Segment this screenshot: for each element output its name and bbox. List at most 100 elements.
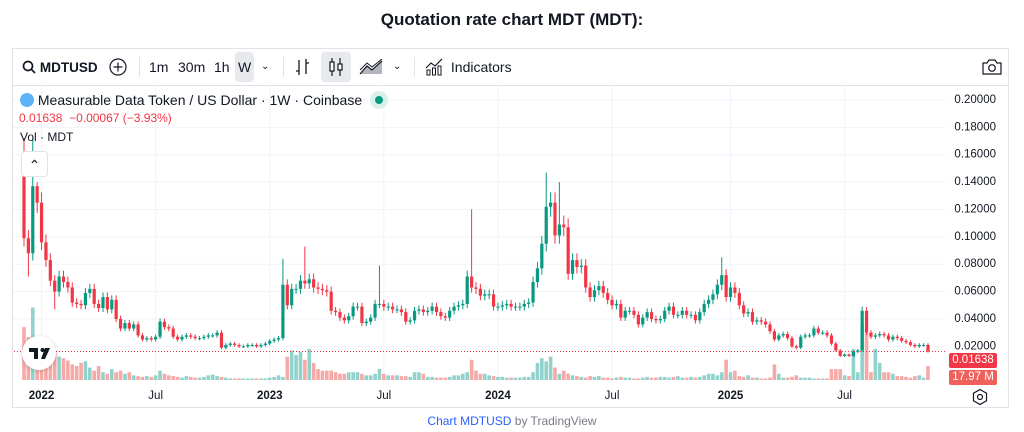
candle bbox=[588, 282, 592, 302]
volume-bar bbox=[873, 348, 878, 380]
volume-bar bbox=[338, 373, 342, 380]
candle bbox=[755, 317, 759, 325]
volume-bar bbox=[891, 373, 895, 380]
chart-link[interactable]: Chart MDTUSD bbox=[427, 414, 512, 428]
market-status-icon[interactable] bbox=[370, 91, 388, 109]
volume-bar bbox=[496, 376, 500, 380]
volume-bar bbox=[583, 377, 588, 380]
candle-body bbox=[430, 306, 434, 311]
candle bbox=[456, 301, 461, 311]
candle-body bbox=[434, 306, 439, 313]
y-tick-label: 0.14000 bbox=[954, 176, 996, 188]
compare-button[interactable] bbox=[109, 49, 127, 85]
candle-body bbox=[491, 294, 496, 307]
volume-bar bbox=[728, 372, 733, 380]
interval-1m[interactable]: 1m bbox=[149, 59, 169, 75]
candle-body bbox=[584, 265, 588, 288]
volume-bar bbox=[145, 376, 149, 380]
divider bbox=[414, 57, 415, 77]
last-price-label: 0.01638 bbox=[949, 353, 997, 368]
candle bbox=[509, 299, 513, 311]
area-style-button[interactable] bbox=[359, 49, 383, 85]
candle-body bbox=[48, 260, 52, 281]
volume-bar bbox=[557, 373, 562, 380]
candle bbox=[575, 253, 579, 274]
candle bbox=[781, 331, 785, 338]
settings-button[interactable] bbox=[971, 388, 989, 411]
candle bbox=[882, 331, 886, 338]
price-axis[interactable]: 0.20000 0.18000 0.16000 0.14000 0.12000 0.100… bbox=[954, 94, 996, 352]
candle bbox=[105, 292, 109, 314]
collapse-legend-button[interactable]: ⌃ bbox=[21, 151, 48, 177]
candle bbox=[799, 334, 803, 350]
candle bbox=[333, 306, 338, 316]
candle-body bbox=[878, 334, 882, 336]
candle bbox=[294, 283, 298, 294]
candle-body bbox=[364, 321, 368, 324]
candle-body bbox=[553, 202, 557, 236]
volume-bar bbox=[66, 360, 70, 380]
volume-bar bbox=[860, 323, 864, 380]
candle bbox=[149, 335, 153, 342]
chart-style-dropdown[interactable]: ⌄ bbox=[393, 49, 401, 85]
candle bbox=[601, 280, 605, 298]
candle bbox=[641, 314, 645, 328]
candle bbox=[592, 285, 597, 302]
candle bbox=[864, 306, 869, 336]
candle bbox=[75, 298, 79, 309]
candle bbox=[917, 343, 921, 348]
symbol-search-button[interactable]: MDTUSD bbox=[22, 49, 98, 85]
divider bbox=[283, 57, 284, 77]
volume-bar bbox=[83, 361, 88, 380]
volume-bar bbox=[276, 375, 281, 380]
candle bbox=[627, 306, 632, 315]
interval-w[interactable]: W bbox=[238, 59, 252, 75]
candle bbox=[851, 350, 855, 357]
candle-body bbox=[338, 312, 342, 318]
candle bbox=[312, 273, 316, 293]
candle bbox=[377, 265, 382, 309]
indicators-button[interactable]: Indicators bbox=[425, 49, 512, 85]
volume-bar bbox=[820, 378, 825, 380]
candle bbox=[728, 282, 733, 302]
candle-body bbox=[843, 354, 847, 356]
volume-bar bbox=[877, 362, 882, 380]
candle bbox=[531, 276, 535, 307]
interval-30m[interactable]: 30m bbox=[178, 59, 206, 75]
volume-bar bbox=[224, 377, 228, 380]
candle-body bbox=[408, 320, 412, 322]
candle-body bbox=[320, 288, 325, 291]
volume-bar bbox=[114, 372, 118, 380]
candle-body bbox=[259, 344, 263, 347]
interval-dropdown[interactable]: ⌄ bbox=[261, 49, 269, 85]
candle bbox=[654, 315, 658, 324]
bars-style-button[interactable] bbox=[295, 49, 311, 85]
candle-body bbox=[197, 338, 202, 340]
candle bbox=[101, 292, 105, 312]
candle-body bbox=[873, 335, 877, 337]
candle bbox=[685, 306, 689, 319]
candle-body bbox=[891, 336, 895, 340]
candles-style-button[interactable] bbox=[328, 49, 344, 85]
candle bbox=[395, 305, 399, 314]
candle bbox=[926, 343, 930, 353]
candle bbox=[250, 343, 254, 347]
volume-bar bbox=[123, 373, 127, 380]
candle bbox=[136, 321, 140, 338]
candle bbox=[869, 330, 873, 339]
candle bbox=[35, 182, 39, 213]
candle-body bbox=[44, 242, 48, 261]
indicators-label: Indicators bbox=[450, 59, 512, 75]
candle-body bbox=[145, 338, 149, 340]
candle-body bbox=[237, 344, 241, 347]
time-axis[interactable]: 2022 Jul 2023 Jul 2024 Jul 2025 Jul bbox=[29, 390, 852, 402]
candle bbox=[197, 335, 202, 341]
tradingview-logo[interactable] bbox=[22, 336, 56, 370]
candle-body bbox=[720, 275, 724, 285]
interval-1h[interactable]: 1h bbox=[214, 59, 230, 75]
candle-body bbox=[215, 332, 219, 336]
screenshot-button[interactable] bbox=[982, 49, 1002, 85]
candle-body bbox=[470, 276, 474, 288]
volume-bar bbox=[913, 376, 917, 380]
candle-body bbox=[456, 305, 461, 307]
